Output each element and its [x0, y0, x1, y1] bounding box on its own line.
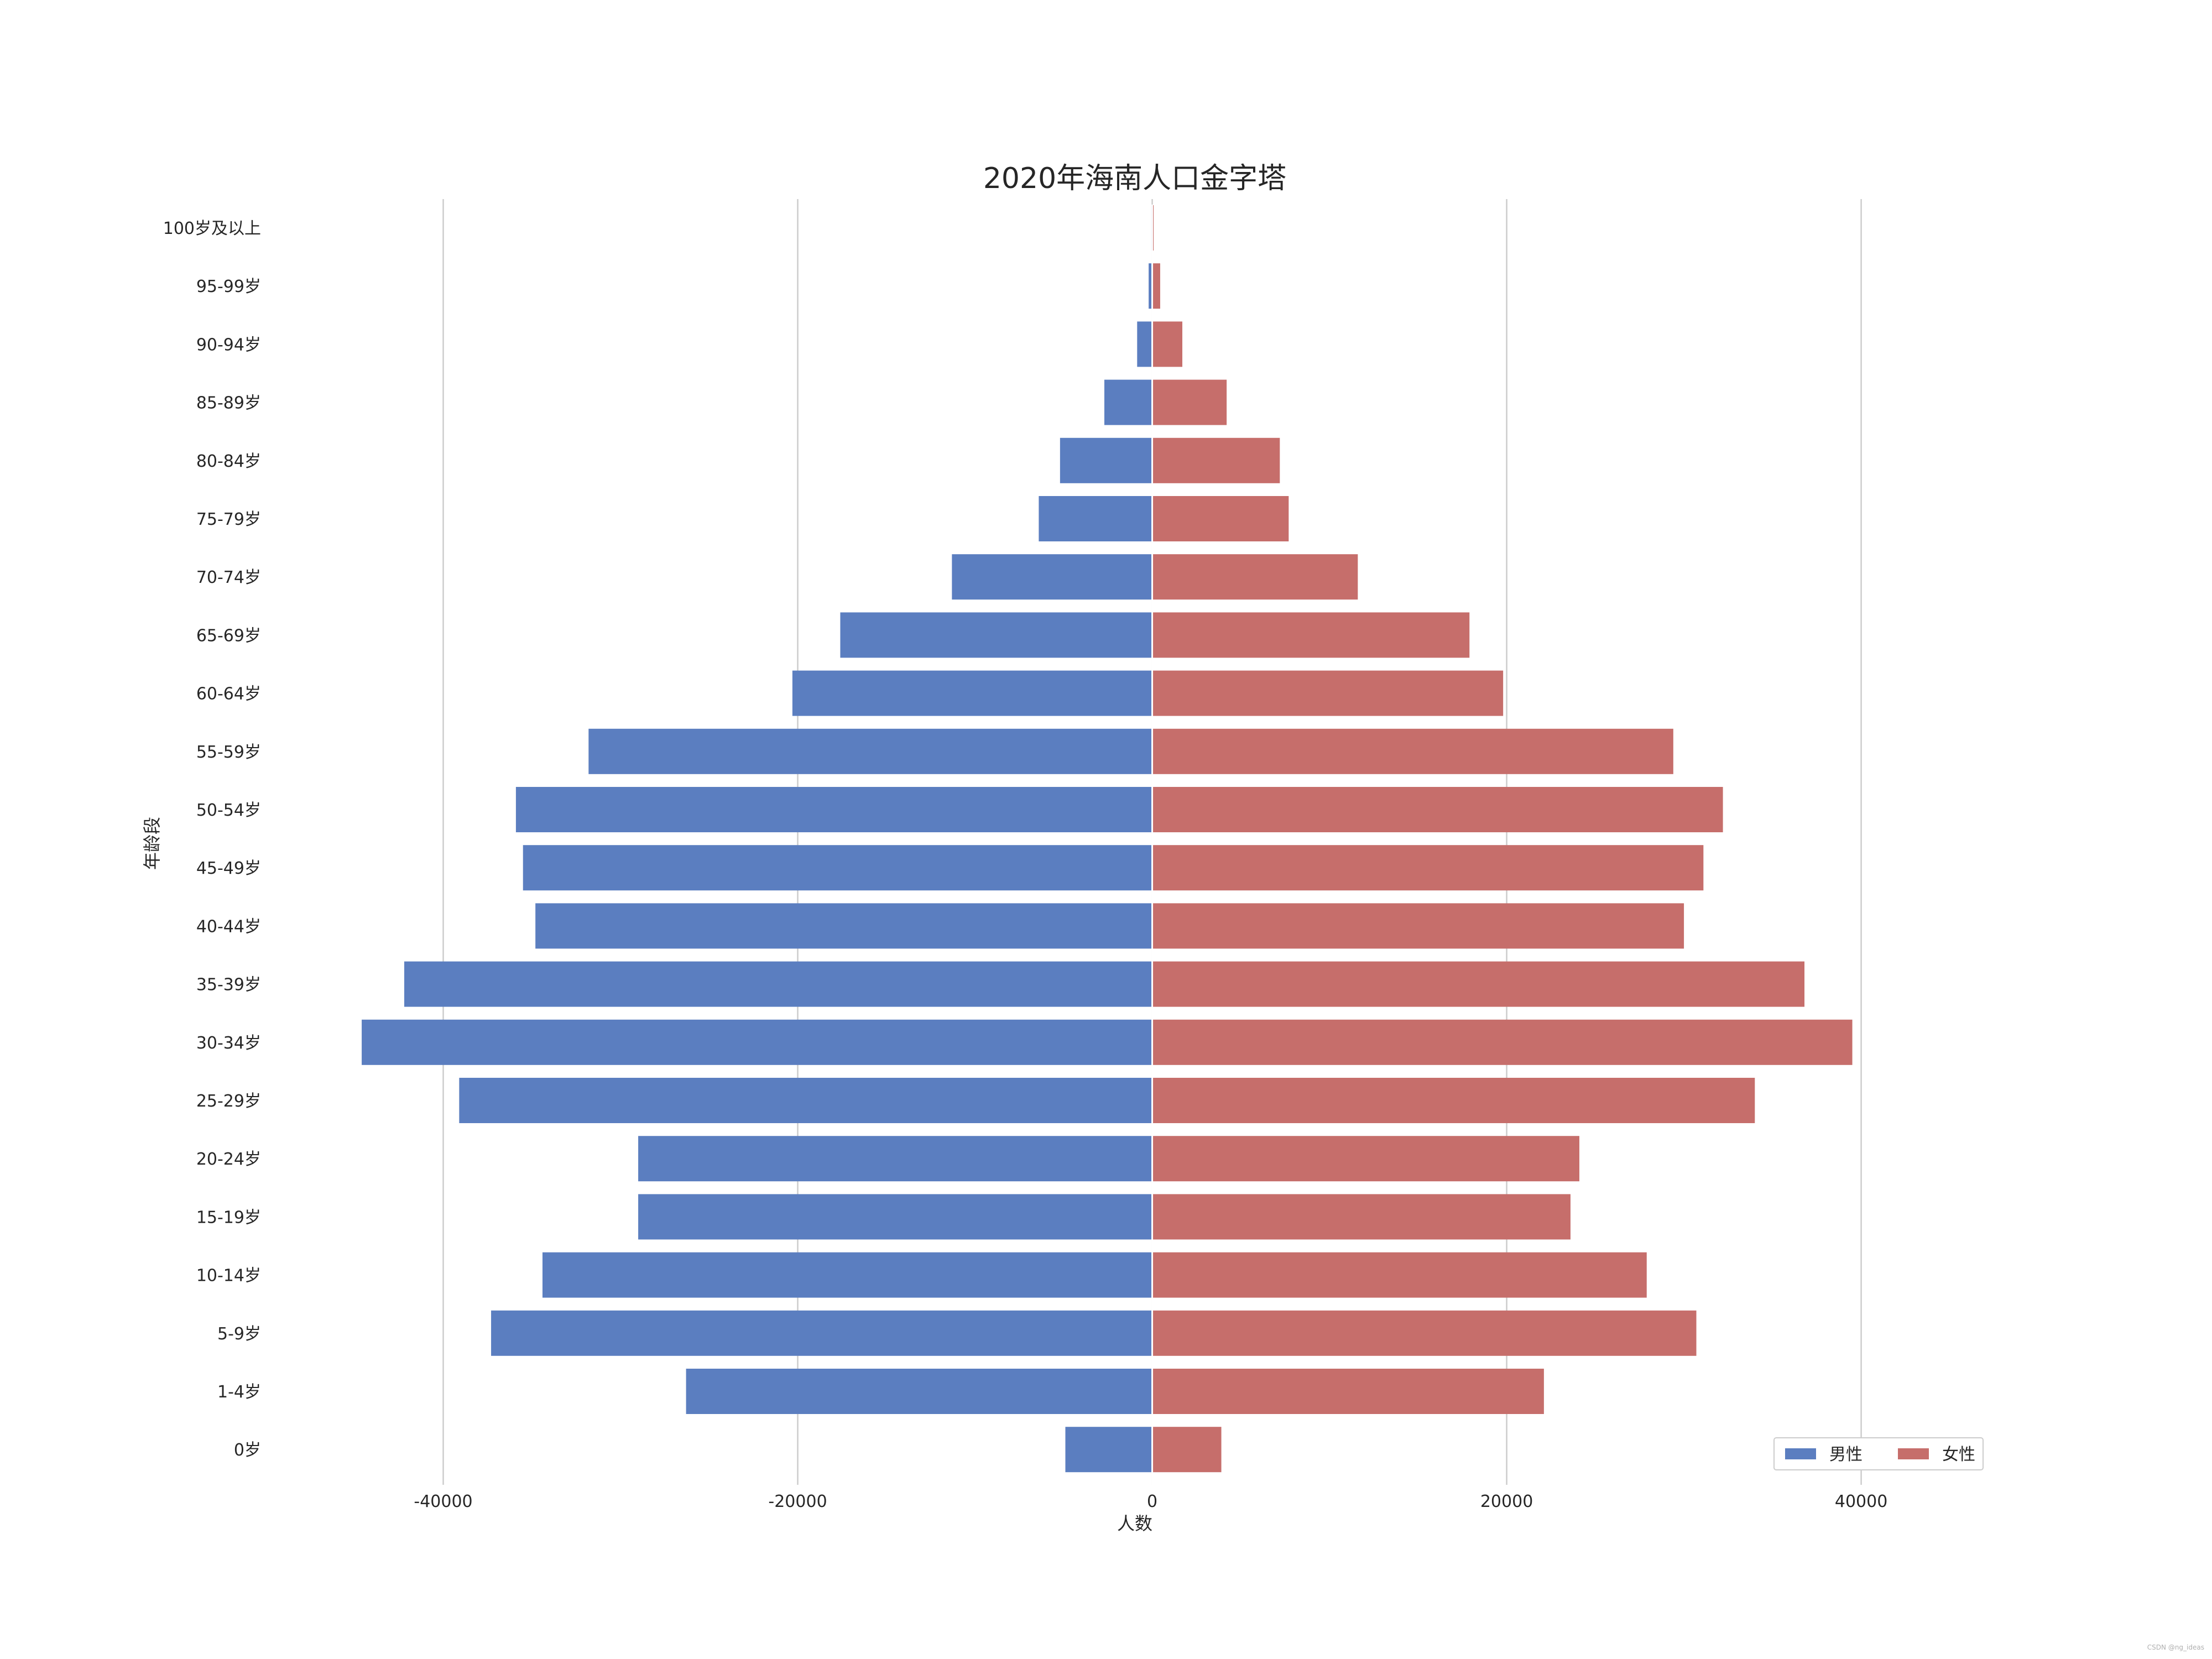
watermark: CSDN @ng_ideas: [2147, 1644, 2204, 1651]
bar-male: [523, 845, 1152, 891]
y-tick-label: 15-19岁: [196, 1208, 261, 1227]
bar-female: [1152, 903, 1684, 949]
y-tick-label: 35-39岁: [196, 975, 261, 995]
y-tick-label: 85-89岁: [196, 394, 261, 413]
y-tick-label: 65-69岁: [196, 626, 261, 645]
x-tick-label: -40000: [414, 1492, 472, 1511]
bar-female: [1152, 496, 1289, 541]
y-tick-label: 1-4岁: [217, 1383, 261, 1402]
y-tick-label: 20-24岁: [196, 1150, 261, 1169]
bar-male: [362, 1019, 1152, 1065]
bar-female: [1152, 554, 1358, 600]
y-tick-label: 60-64岁: [196, 685, 261, 704]
bar-female: [1152, 845, 1704, 891]
x-tick-label: -20000: [768, 1492, 827, 1511]
bar-female: [1152, 1194, 1571, 1240]
bar-male: [1149, 263, 1152, 309]
bar-male: [491, 1310, 1152, 1356]
bar-male: [840, 612, 1152, 658]
y-tick-label: 10-14岁: [196, 1266, 261, 1286]
y-tick-label: 80-84岁: [196, 452, 261, 471]
y-tick-label: 40-44岁: [196, 917, 261, 936]
bar-female: [1152, 961, 1805, 1007]
bar-female: [1152, 321, 1183, 367]
bar-female: [1152, 1019, 1853, 1065]
bar-female: [1152, 612, 1470, 658]
x-tick-label: 0: [1147, 1492, 1157, 1511]
bar-female: [1152, 1427, 1222, 1473]
y-tick-label: 95-99岁: [196, 277, 261, 296]
bar-male: [1060, 437, 1152, 483]
legend-box: [1773, 1437, 1984, 1470]
bar-female: [1152, 1136, 1579, 1182]
y-tick-label: 0岁: [234, 1441, 261, 1460]
bar-male: [1137, 321, 1152, 367]
y-tick-label: 100岁及以上: [163, 219, 261, 238]
x-axis-label: 人数: [1117, 1513, 1152, 1534]
y-tick-label: 55-59岁: [196, 743, 261, 762]
y-tick-label: 70-74岁: [196, 568, 261, 587]
bar-female: [1152, 379, 1227, 425]
x-tick-label: 20000: [1480, 1492, 1533, 1511]
bar-male: [515, 787, 1152, 832]
y-tick-label: 50-54岁: [196, 801, 261, 820]
bar-male: [686, 1369, 1152, 1414]
legend-swatch-female: [1898, 1448, 1929, 1459]
y-tick-label: 45-49岁: [196, 859, 261, 878]
bar-female: [1152, 1310, 1697, 1356]
bar-male: [1104, 379, 1152, 425]
y-tick-label: 25-29岁: [196, 1092, 261, 1111]
legend-label-male: 男性: [1829, 1445, 1863, 1464]
chart-title: 2020年海南人口金字塔: [983, 162, 1286, 195]
bar-female: [1152, 670, 1504, 716]
bar-male: [638, 1194, 1152, 1240]
bar-male: [535, 903, 1152, 949]
bar-female: [1152, 437, 1280, 483]
x-tick-labels: -40000 -20000 0 20000 40000: [414, 1492, 1887, 1511]
bar-male: [542, 1252, 1152, 1298]
x-tick-label: 40000: [1835, 1492, 1887, 1511]
legend-swatch-male: [1785, 1448, 1816, 1459]
bar-male: [792, 670, 1152, 716]
y-axis-label: 年龄段: [142, 817, 163, 870]
bar-female: [1152, 263, 1160, 309]
bar-female: [1152, 1369, 1544, 1414]
bar-male: [404, 961, 1152, 1007]
y-tick-label: 75-79岁: [196, 510, 261, 529]
bar-male: [588, 728, 1152, 774]
bar-female: [1152, 1078, 1755, 1123]
legend: 男性 女性: [1773, 1437, 1984, 1470]
bar-male: [1039, 496, 1152, 541]
bar-male: [952, 554, 1152, 600]
y-tick-label: 5-9岁: [217, 1324, 261, 1344]
bar-female: [1152, 787, 1723, 832]
bar-female: [1152, 1252, 1647, 1298]
bar-male: [638, 1136, 1152, 1182]
bar-female: [1152, 728, 1673, 774]
y-tick-label: 30-34岁: [196, 1034, 261, 1053]
bars: [362, 205, 1853, 1485]
legend-label-female: 女性: [1942, 1445, 1975, 1464]
y-tick-labels: 100岁及以上 95-99岁 90-94岁 85-89岁 80-84岁 75-79岁 70-…: [163, 219, 261, 1460]
y-tick-label: 90-94岁: [196, 335, 261, 354]
bar-male: [1065, 1427, 1152, 1473]
bar-male: [459, 1078, 1152, 1123]
